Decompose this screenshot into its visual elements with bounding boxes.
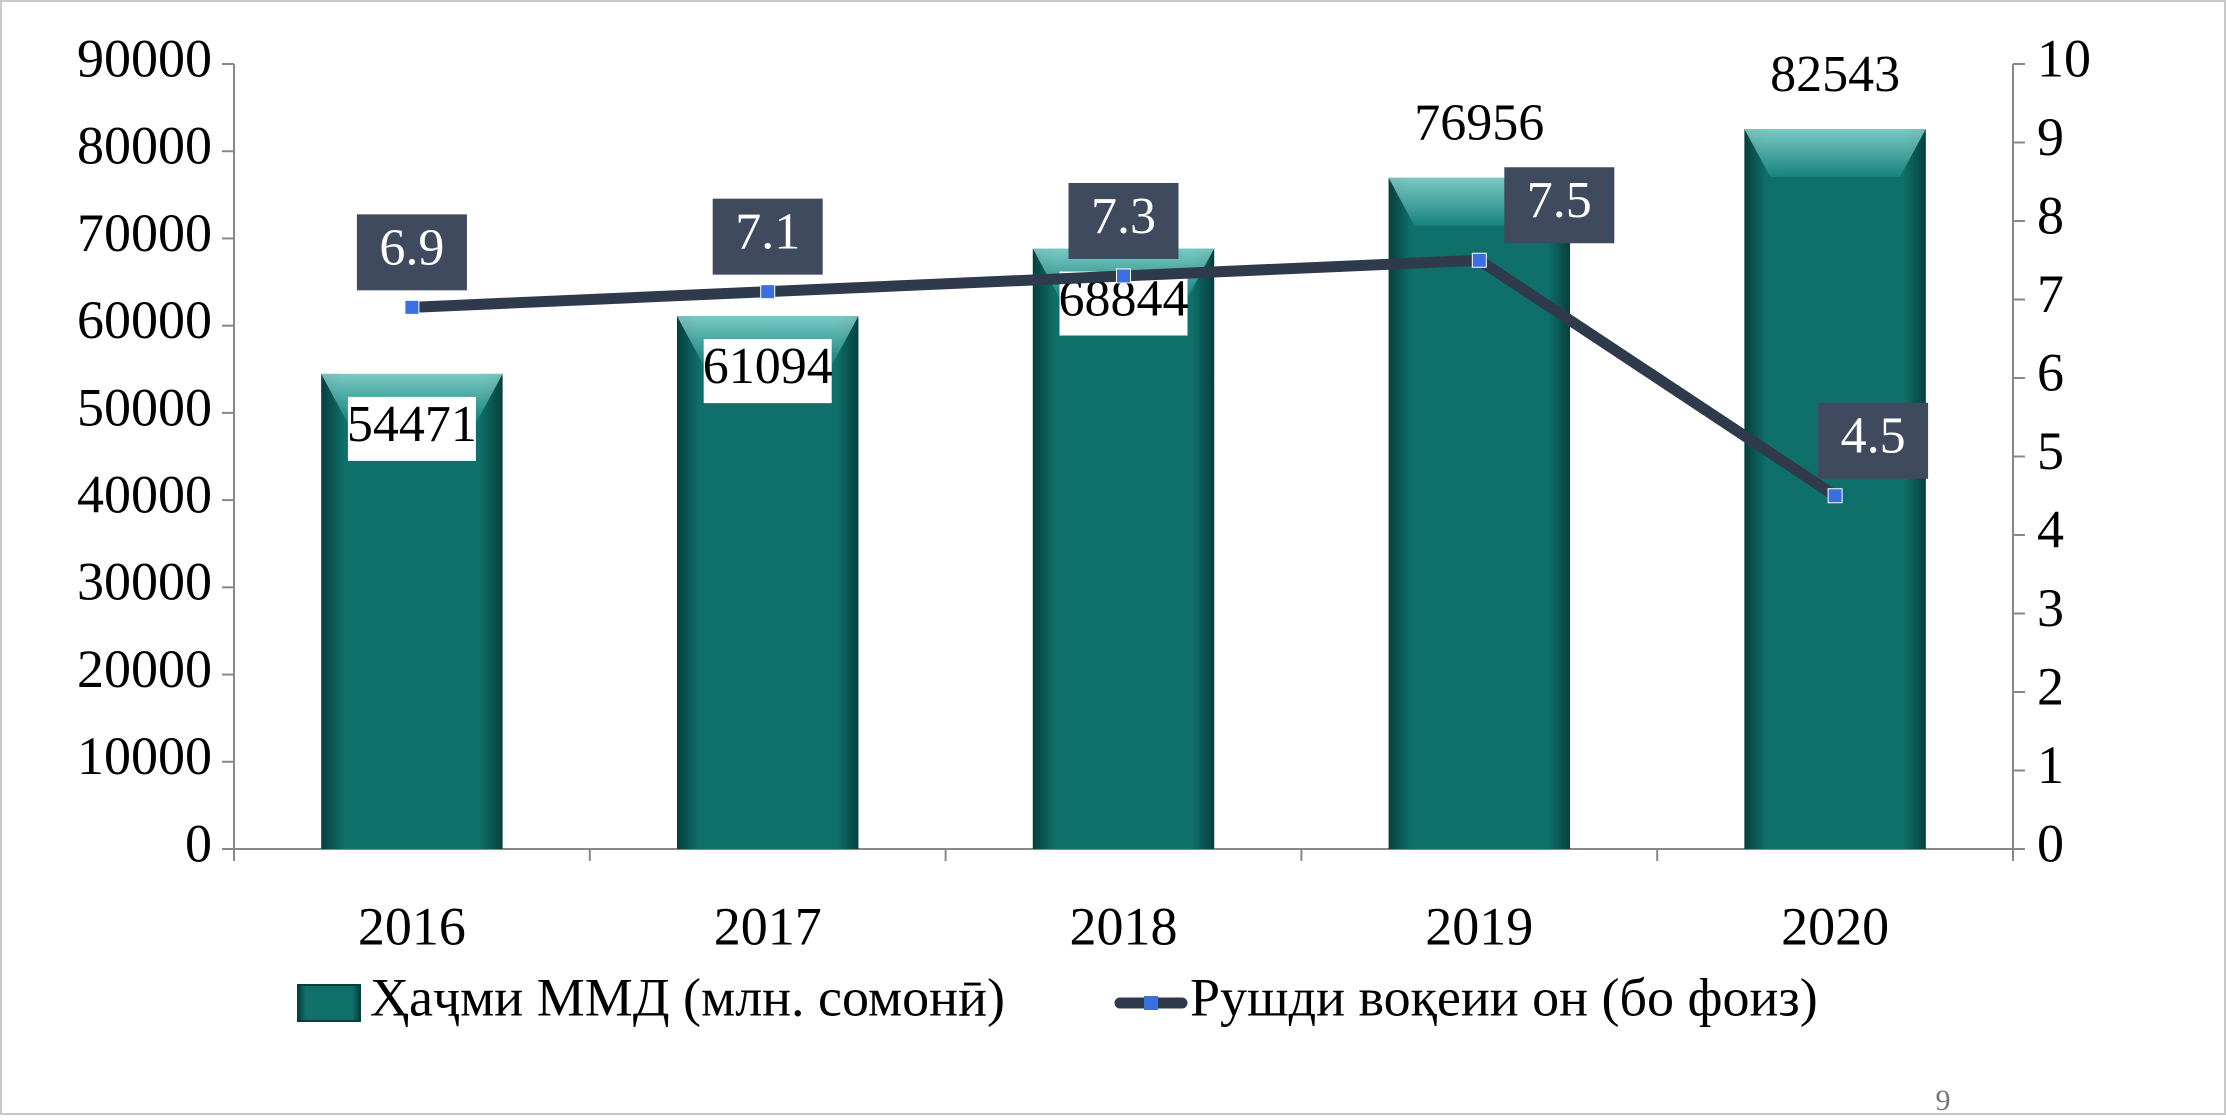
y-tick-label: 90000 — [77, 28, 212, 88]
value-label: 7.3 — [1091, 188, 1156, 245]
y-tick-label: 40000 — [77, 465, 212, 525]
value-label-box — [703, 339, 832, 404]
line-marker — [760, 284, 776, 300]
value-label: 7.5 — [1527, 172, 1592, 229]
value-label: 76956 — [1414, 95, 1544, 152]
legend-label: Ҳаҷми ММД (млн. сомонӣ) — [370, 967, 1005, 1027]
y2-tick-label: 8 — [2037, 185, 2064, 245]
value-label: 54471 — [347, 396, 477, 453]
y2-tick-label: 3 — [2037, 578, 2064, 638]
y2-tick-label: 0 — [2037, 813, 2064, 873]
y2-tick-label: 1 — [2037, 735, 2064, 795]
y-tick-label: 80000 — [77, 116, 212, 176]
value-label-box — [1068, 182, 1179, 259]
value-label: 82543 — [1770, 46, 1900, 103]
value-label: 7.1 — [735, 204, 800, 261]
y-tick-label: 70000 — [77, 203, 212, 263]
page-number: 9 — [1936, 1084, 1951, 1115]
value-label-box — [356, 214, 467, 291]
line-marker — [404, 299, 420, 315]
y-tick-label: 20000 — [77, 639, 212, 699]
line-marker — [1827, 488, 1843, 504]
value-label: 6.9 — [379, 219, 444, 276]
y2-tick-label: 5 — [2037, 421, 2064, 481]
y2-tick-label: 4 — [2037, 499, 2064, 559]
y2-tick-label: 9 — [2037, 107, 2064, 167]
line-marker — [1471, 252, 1487, 268]
value-label-box — [347, 396, 476, 461]
value-label: 61094 — [703, 338, 833, 395]
bar-bevel — [1744, 129, 1926, 178]
x-tick-label: 2019 — [1425, 896, 1533, 956]
y-tick-label: 50000 — [77, 377, 212, 437]
x-tick-label: 2017 — [714, 896, 822, 956]
y2-tick-label: 6 — [2037, 342, 2064, 402]
bar — [1388, 177, 1571, 850]
value-label-box — [1504, 167, 1615, 244]
y-tick-label: 30000 — [77, 552, 212, 612]
bar — [676, 316, 859, 850]
legend-label: Рушди воқеии он (бо фоиз) — [1190, 967, 1818, 1027]
line-marker — [1116, 268, 1131, 284]
x-tick-label: 2016 — [358, 896, 466, 956]
y-tick-label: 10000 — [77, 726, 212, 786]
legend-marker — [1144, 996, 1158, 1010]
value-label: 4.5 — [1841, 408, 1906, 465]
value-label-box — [1818, 402, 1929, 479]
y2-tick-label: 10 — [2037, 28, 2091, 88]
y2-tick-label: 7 — [2037, 264, 2064, 324]
value-label-box — [712, 198, 823, 275]
x-tick-label: 2018 — [1070, 896, 1178, 956]
y-tick-label: 60000 — [77, 290, 212, 350]
x-tick-label: 2020 — [1781, 896, 1889, 956]
legend-swatch — [297, 984, 361, 1022]
y2-tick-label: 2 — [2037, 656, 2064, 716]
bar — [1032, 248, 1215, 849]
y-tick-label: 0 — [185, 813, 212, 873]
